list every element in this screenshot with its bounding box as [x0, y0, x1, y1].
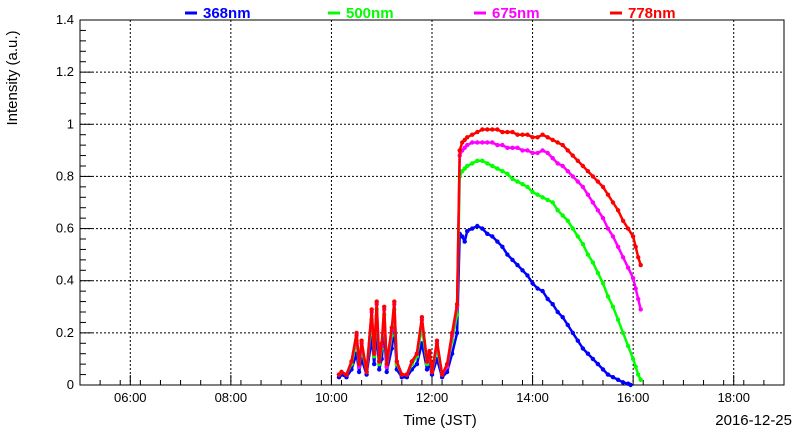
x-tick-label: 10:00	[315, 390, 348, 405]
y-tick-label: 0.4	[56, 273, 74, 288]
y-tick-label: 0.8	[56, 168, 74, 183]
legend-label: 500nm	[346, 5, 394, 22]
y-axis-title: Intensity (a.u.)	[4, 30, 21, 125]
series-line	[338, 224, 632, 387]
x-tick-label: 12:00	[416, 390, 449, 405]
grid	[80, 20, 784, 385]
legend-label: 675nm	[492, 5, 540, 22]
date-label: 2016-12-25	[715, 412, 792, 429]
y-tick-label: 0.2	[56, 325, 74, 340]
axis-ticks	[79, 19, 785, 386]
legend-label: 778nm	[628, 5, 676, 22]
series-line	[338, 128, 642, 376]
y-tick-label: 1.4	[56, 12, 74, 27]
x-tick-labels: 06:00 08:00 10:00 12:00 14:00 16:00 18:00	[114, 390, 750, 405]
y-tick-label: 0	[67, 377, 74, 392]
y-tick-labels: 0 0.2 0.4 0.6 0.8 1 1.2 1.4	[56, 12, 74, 392]
x-tick-label: 08:00	[215, 390, 248, 405]
x-tick-label: 14:00	[516, 390, 549, 405]
y-tick-label: 1.2	[56, 64, 74, 79]
x-tick-label: 06:00	[114, 390, 147, 405]
series-368nm	[336, 223, 633, 388]
y-tick-label: 0.6	[56, 221, 74, 236]
legend-label: 368nm	[203, 5, 251, 22]
x-tick-label: 16:00	[617, 390, 650, 405]
x-tick-label: 18:00	[717, 390, 750, 405]
x-axis-title: Time (JST)	[403, 412, 477, 429]
series-778nm	[336, 127, 643, 377]
y-tick-label: 1	[67, 116, 74, 131]
legend: 368nm 500nm 675nm 778nm	[185, 5, 676, 22]
data-points	[336, 127, 643, 388]
